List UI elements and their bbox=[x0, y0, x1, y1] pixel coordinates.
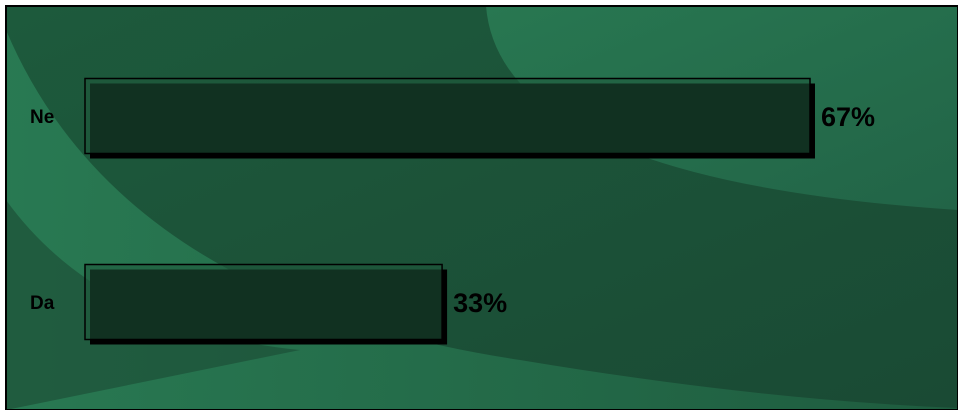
bar-ne bbox=[84, 77, 811, 155]
bar-da bbox=[84, 263, 443, 341]
chart-background bbox=[5, 5, 958, 410]
labels-layer: Ne 67% Da 33% bbox=[30, 102, 875, 318]
category-label-ne: Ne bbox=[30, 107, 54, 128]
category-label-da: Da bbox=[30, 293, 55, 314]
bars-layer bbox=[84, 77, 815, 345]
value-label-da: 33% bbox=[453, 288, 507, 318]
value-label-ne: 67% bbox=[821, 102, 875, 132]
